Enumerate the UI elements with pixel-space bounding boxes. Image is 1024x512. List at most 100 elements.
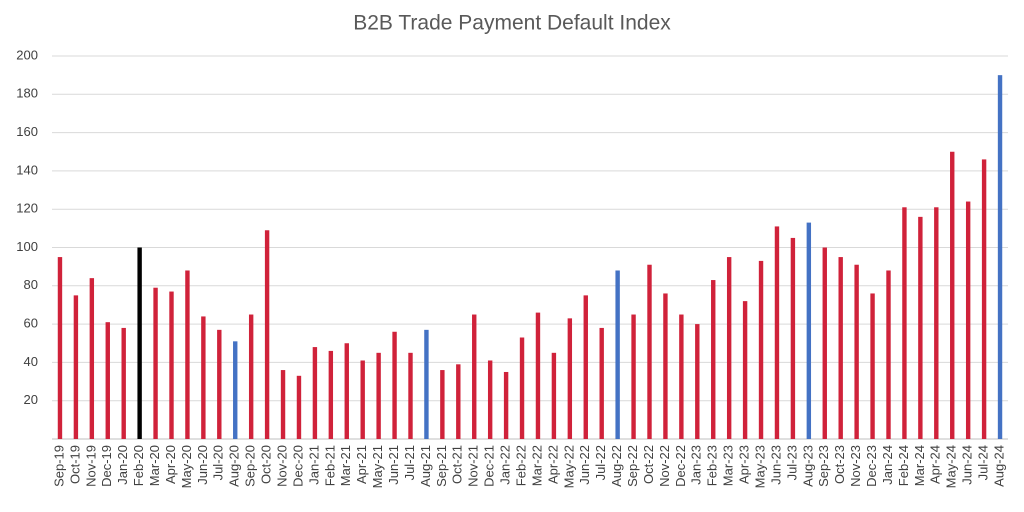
bar — [472, 314, 477, 439]
x-tick-label: Apr-21 — [354, 445, 369, 484]
bar — [280, 370, 286, 439]
y-tick-label: 200 — [16, 47, 38, 62]
bar — [950, 151, 955, 439]
y-tick-label: 80 — [24, 277, 38, 292]
bar — [57, 257, 63, 439]
x-tick-label: Jul-20 — [211, 445, 226, 480]
x-tick-label: Nov-21 — [466, 445, 481, 487]
bar — [233, 341, 238, 439]
x-tick-label: May-20 — [179, 445, 194, 488]
x-tick-label: Mar-23 — [721, 445, 736, 486]
bar — [711, 280, 716, 439]
bar — [886, 270, 891, 439]
bar — [838, 257, 843, 439]
bar — [567, 318, 573, 439]
x-tick-label: Sep-20 — [243, 445, 258, 487]
x-tick-label: Dec-22 — [673, 445, 688, 487]
bar — [902, 207, 907, 439]
bar — [201, 316, 206, 439]
y-tick-label: 160 — [16, 124, 38, 139]
bar — [440, 370, 445, 439]
x-tick-label: Oct-22 — [641, 445, 656, 484]
bar — [137, 247, 142, 439]
bar — [169, 291, 174, 439]
bar — [328, 350, 334, 439]
x-tick-label: Aug-21 — [418, 445, 433, 487]
y-tick-label: 40 — [24, 354, 38, 369]
x-tick-label: Jan-24 — [880, 445, 895, 485]
bar — [599, 327, 604, 439]
bar — [854, 264, 859, 439]
bar — [726, 257, 732, 439]
x-tick-label: Sep-19 — [51, 445, 66, 487]
x-tick-label: Jan-22 — [498, 445, 513, 485]
x-tick-label: Dec-19 — [99, 445, 114, 487]
bar — [934, 207, 939, 439]
bar — [487, 360, 493, 439]
bar — [392, 331, 397, 439]
x-tick-label: Nov-22 — [657, 445, 672, 487]
x-tick-label: Feb-22 — [513, 445, 528, 486]
x-tick-label: Apr-23 — [737, 445, 752, 484]
bar — [376, 352, 381, 439]
y-tick-label: 20 — [24, 392, 38, 407]
bar — [503, 371, 509, 439]
x-tick-label: Jan-20 — [115, 445, 130, 485]
x-tick-label: May-22 — [561, 445, 576, 488]
x-tick-label: Jun-21 — [386, 445, 401, 485]
x-tick-label: May-21 — [370, 445, 385, 488]
bar — [822, 247, 827, 439]
bar — [264, 230, 270, 439]
x-tick-label: Apr-24 — [928, 445, 943, 484]
x-tick-label: Mar-22 — [529, 445, 544, 486]
x-tick-label: Nov-19 — [83, 445, 98, 487]
x-tick-label: Aug-20 — [227, 445, 242, 487]
bar — [456, 364, 461, 439]
bar — [790, 237, 796, 439]
x-tick-label: Jun-22 — [577, 445, 592, 485]
bar — [918, 216, 923, 439]
x-tick-label: May-24 — [944, 445, 959, 488]
bar — [535, 312, 541, 439]
bar — [647, 264, 652, 439]
bar — [153, 287, 158, 439]
bar — [615, 270, 620, 439]
x-tick-label: Dec-21 — [482, 445, 497, 487]
x-tick-label: Sep-22 — [625, 445, 640, 487]
bar — [185, 270, 190, 439]
x-tick-label: May-23 — [752, 445, 767, 488]
x-tick-label: Oct-21 — [450, 445, 465, 484]
y-tick-label: 140 — [16, 162, 38, 177]
x-tick-label: Sep-21 — [434, 445, 449, 487]
x-tick-label: Jul-22 — [593, 445, 608, 480]
y-tick-label: 120 — [16, 201, 38, 216]
x-tick-label: Apr-22 — [545, 445, 560, 484]
bar — [583, 295, 588, 439]
bar — [981, 159, 987, 439]
x-tick-label: Nov-20 — [274, 445, 289, 487]
bar — [679, 314, 684, 439]
bar — [758, 260, 764, 439]
x-tick-label: Aug-24 — [991, 445, 1006, 487]
x-tick-label: Mar-24 — [912, 445, 927, 486]
bar — [742, 301, 748, 439]
x-tick-label: Feb-21 — [322, 445, 337, 486]
bar — [663, 293, 668, 439]
bar — [217, 329, 222, 439]
chart-title: B2B Trade Payment Default Index — [353, 12, 671, 35]
bar — [695, 324, 700, 439]
x-tick-label: Oct-20 — [259, 445, 274, 484]
y-tick-label: 100 — [16, 239, 38, 254]
x-tick-label: Jun-23 — [768, 445, 783, 485]
bar — [73, 295, 79, 439]
x-tick-label: Jan-21 — [306, 445, 321, 485]
x-tick-label: Dec-23 — [864, 445, 879, 487]
x-tick-label: Mar-21 — [338, 445, 353, 486]
x-tick-label: Mar-20 — [147, 445, 162, 486]
x-tick-label: Sep-23 — [816, 445, 831, 487]
x-tick-label: Dec-20 — [290, 445, 305, 487]
bar — [997, 75, 1003, 440]
x-tick-label: Feb-23 — [705, 445, 720, 486]
bar — [774, 226, 780, 439]
x-tick-label: Jun-20 — [195, 445, 210, 485]
